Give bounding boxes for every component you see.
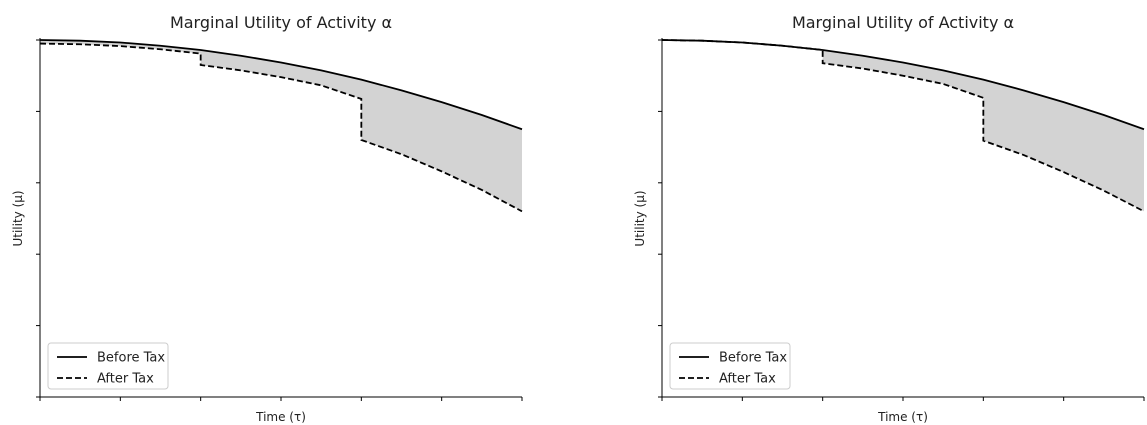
legend-label-before-tax: Before Tax bbox=[97, 351, 165, 366]
series-line-after-tax bbox=[39, 42, 523, 213]
chart-panel-1: Marginal Utility of Activity α Time (τ) Ut… bbox=[11, 13, 523, 424]
y-axis-label: Utility (μ) bbox=[633, 190, 647, 246]
y-axis-label: Utility (μ) bbox=[11, 190, 25, 246]
legend: Before Tax After Tax bbox=[47, 342, 169, 390]
legend-label-after-tax: After Tax bbox=[719, 372, 776, 387]
legend-label-before-tax: Before Tax bbox=[719, 351, 787, 366]
x-axis-label: Time (τ) bbox=[877, 410, 928, 424]
x-axis-label: Time (τ) bbox=[255, 410, 306, 424]
fill-between-area bbox=[662, 40, 1144, 212]
series-line-before-tax bbox=[39, 39, 523, 131]
chart-title: Marginal Utility of Activity α bbox=[792, 13, 1014, 32]
chart-panel-2: Marginal Utility of Activity α Time (τ) Ut… bbox=[633, 13, 1145, 424]
legend: Before Tax After Tax bbox=[669, 342, 791, 390]
fill-between-area bbox=[40, 40, 522, 212]
chart-title: Marginal Utility of Activity α bbox=[170, 13, 392, 32]
legend-label-after-tax: After Tax bbox=[97, 372, 154, 387]
series-line-after-tax bbox=[661, 39, 1145, 213]
series-line-before-tax bbox=[661, 39, 1145, 131]
